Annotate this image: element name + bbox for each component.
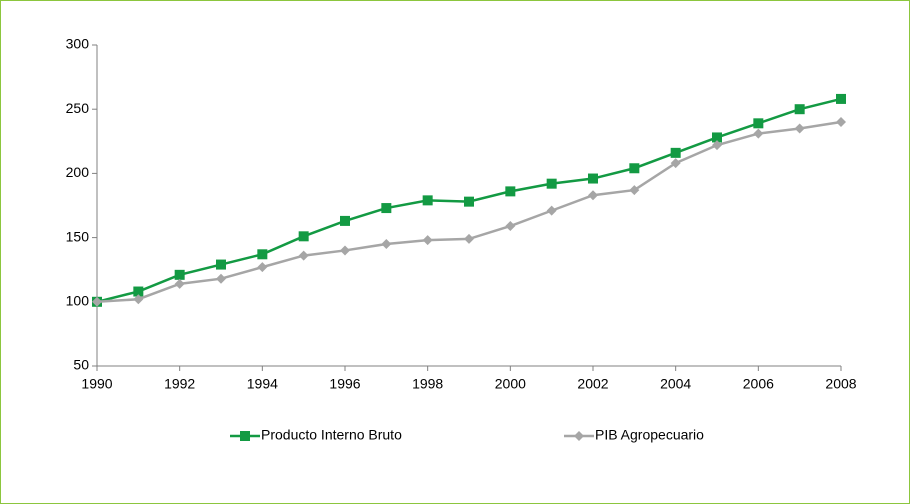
data-point (505, 186, 516, 197)
data-point (505, 221, 516, 232)
x-tick-label: 1994 (247, 376, 278, 392)
data-point (174, 278, 185, 289)
data-point (216, 273, 226, 284)
x-tick-label: 2000 (495, 376, 526, 392)
y-tick-label: 100 (66, 293, 90, 309)
data-point (753, 118, 764, 129)
data-point (794, 123, 805, 134)
data-point (257, 249, 268, 260)
x-tick-label: 2002 (577, 376, 608, 392)
data-point (216, 259, 226, 270)
data-point (381, 239, 392, 250)
y-tick-label: 150 (66, 228, 90, 244)
data-point (670, 147, 681, 158)
data-point (381, 203, 392, 214)
data-point (133, 286, 144, 297)
data-point (133, 294, 144, 305)
x-tick-label: 1992 (164, 376, 195, 392)
data-point (546, 205, 557, 216)
x-tick-label: 1996 (329, 376, 360, 392)
data-point (753, 128, 764, 139)
data-point (836, 93, 846, 104)
data-point (340, 245, 350, 256)
data-point (712, 140, 722, 151)
x-tick-label: 1998 (412, 376, 443, 392)
data-point (546, 178, 557, 189)
x-tick-label: 1990 (81, 376, 112, 392)
data-point (629, 185, 640, 196)
y-tick-label: 200 (66, 164, 90, 180)
data-point (92, 296, 102, 307)
legend-marker (240, 431, 250, 441)
data-point (712, 132, 722, 143)
legend-label: PIB Agropecuario (595, 427, 704, 443)
y-tick-label: 50 (73, 357, 89, 373)
data-point (629, 163, 640, 174)
x-tick-label: 2004 (660, 376, 691, 392)
data-point (422, 195, 433, 206)
data-point (836, 117, 846, 128)
data-point (298, 250, 309, 261)
data-point (174, 269, 185, 280)
data-point (464, 233, 474, 244)
data-point (588, 173, 598, 184)
data-point (670, 158, 681, 169)
y-tick-label: 250 (66, 100, 90, 116)
data-point (298, 231, 309, 242)
x-tick-label: 2008 (825, 376, 856, 392)
data-point (257, 262, 268, 273)
legend-label: Producto Interno Bruto (261, 427, 402, 443)
data-point (464, 196, 474, 207)
data-point (794, 104, 805, 115)
legend-marker (574, 431, 584, 441)
data-point (588, 190, 598, 201)
y-tick-label: 300 (66, 36, 90, 52)
data-point (422, 235, 433, 246)
data-point (340, 215, 350, 226)
x-tick-label: 2006 (743, 376, 774, 392)
